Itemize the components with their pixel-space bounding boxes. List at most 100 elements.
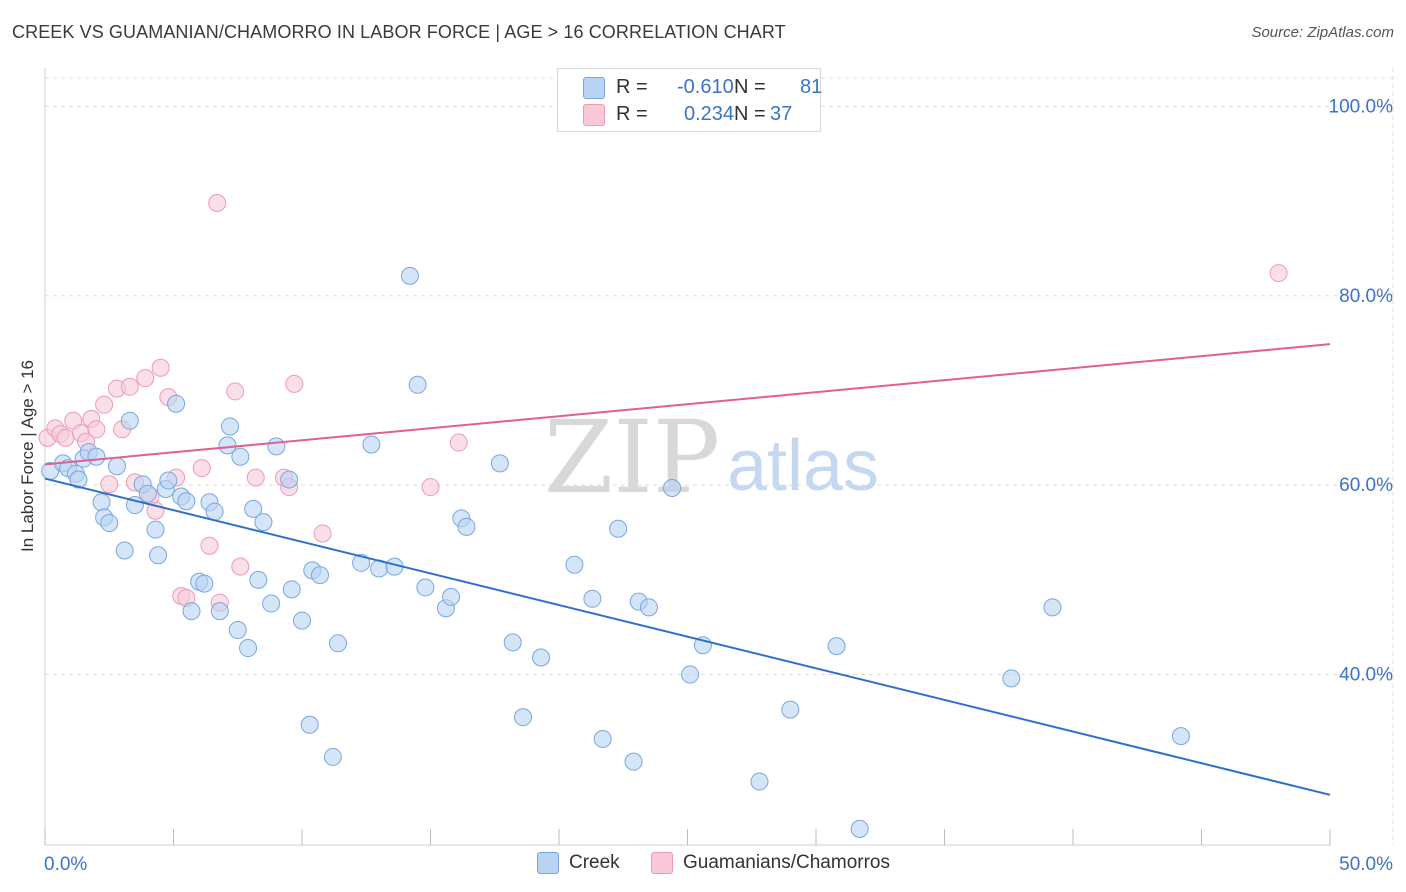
creek-point bbox=[1043, 598, 1062, 617]
creek-point bbox=[624, 752, 643, 771]
y-tick-label: 80.0% bbox=[1339, 286, 1393, 307]
creek-point bbox=[167, 394, 186, 413]
creek-point bbox=[267, 437, 286, 456]
creek-point bbox=[249, 570, 268, 589]
creek-point bbox=[750, 772, 769, 791]
creek-point bbox=[850, 819, 869, 838]
y-axis-label: In Labor Force | Age > 16 bbox=[18, 360, 37, 552]
creek-legend-swatch bbox=[537, 852, 559, 874]
guam-point bbox=[313, 524, 332, 543]
guam-point bbox=[200, 536, 219, 555]
guam-point bbox=[231, 557, 250, 576]
creek-point bbox=[442, 587, 461, 606]
guam-r-label: R = bbox=[616, 102, 648, 125]
y-tick-label: 60.0% bbox=[1339, 475, 1393, 496]
creek-point bbox=[323, 747, 342, 766]
y-tick-label: 40.0% bbox=[1339, 665, 1393, 686]
guam-point bbox=[1269, 264, 1288, 283]
creek-point bbox=[827, 637, 846, 656]
chart-title: CREEK VS GUAMANIAN/CHAMORRO IN LABOR FOR… bbox=[12, 22, 786, 42]
x-tick-label: 50.0% bbox=[1339, 854, 1393, 875]
creek-point bbox=[239, 639, 258, 658]
creek-n-label: N = bbox=[734, 75, 766, 98]
creek-point bbox=[159, 471, 178, 490]
creek-point bbox=[107, 457, 126, 476]
creek-point bbox=[205, 502, 224, 521]
creek-point bbox=[609, 519, 628, 538]
axes bbox=[44, 68, 1331, 846]
guam-n-label: N = bbox=[734, 102, 766, 125]
creek-swatch bbox=[583, 77, 605, 99]
watermark-zip: ZIP bbox=[544, 399, 720, 516]
creek-point bbox=[663, 479, 682, 498]
creek-point bbox=[182, 602, 201, 621]
creek-point bbox=[416, 578, 435, 597]
tick-labels: 40.0% 60.0% 80.0% 100.0% 0.0% 50.0% bbox=[44, 96, 1393, 875]
creek-point bbox=[254, 513, 273, 532]
creek-point bbox=[408, 375, 427, 394]
watermark-atlas: atlas bbox=[727, 426, 879, 506]
guam-swatch bbox=[583, 104, 605, 126]
guam-point bbox=[421, 478, 440, 497]
creek-point bbox=[490, 454, 509, 473]
guam-point bbox=[151, 358, 170, 377]
source-label: Source: ZipAtlas.com bbox=[1251, 24, 1394, 41]
guam-point bbox=[95, 395, 114, 414]
guam-point bbox=[208, 193, 227, 212]
creek-point bbox=[280, 470, 299, 489]
guam-point bbox=[449, 433, 468, 452]
creek-point bbox=[300, 715, 319, 734]
creek-point bbox=[1002, 669, 1021, 688]
creek-point bbox=[593, 729, 612, 748]
creek-point bbox=[262, 594, 281, 613]
creek-point bbox=[362, 435, 381, 454]
creek-point bbox=[282, 580, 301, 599]
creek-point bbox=[146, 520, 165, 539]
creek-r-label: R = bbox=[616, 75, 648, 98]
creek-point bbox=[115, 541, 134, 560]
creek-point bbox=[639, 598, 658, 617]
guam-point bbox=[56, 428, 75, 447]
creek-point bbox=[210, 602, 229, 621]
creek-point bbox=[69, 470, 88, 489]
creek-point bbox=[681, 665, 700, 684]
guam-point bbox=[87, 420, 106, 439]
creek-points bbox=[41, 266, 1190, 838]
guam-point bbox=[192, 459, 211, 478]
creek-point bbox=[565, 555, 584, 574]
guam-point bbox=[100, 475, 119, 494]
guam-point bbox=[136, 369, 155, 388]
creek-point bbox=[1171, 727, 1190, 746]
creek-point bbox=[228, 621, 247, 640]
creek-point bbox=[328, 634, 347, 653]
creek-point bbox=[149, 546, 168, 565]
creek-point bbox=[293, 611, 311, 630]
creek-legend-label: Creek bbox=[569, 852, 620, 873]
creek-point bbox=[138, 484, 157, 503]
creek-n-value: 81 bbox=[800, 75, 823, 98]
creek-point bbox=[457, 517, 476, 536]
creek-trend-line bbox=[44, 477, 1331, 796]
creek-point bbox=[87, 447, 106, 466]
guam-point bbox=[226, 382, 245, 401]
creek-point bbox=[92, 493, 111, 512]
guam-legend-label: Guamanians/Chamorros bbox=[683, 852, 890, 873]
creek-point bbox=[218, 436, 237, 455]
guam-legend-swatch bbox=[651, 852, 673, 874]
creek-point bbox=[532, 648, 551, 667]
grid-lines bbox=[45, 68, 1394, 845]
trend-lines bbox=[44, 343, 1331, 796]
guam-trend-line bbox=[44, 343, 1331, 466]
creek-point bbox=[583, 589, 602, 608]
y-tick-label: 100.0% bbox=[1329, 96, 1394, 117]
guam-point bbox=[285, 374, 304, 393]
guam-r-value: 0.234 bbox=[684, 102, 735, 125]
guam-point bbox=[120, 377, 139, 396]
creek-point bbox=[100, 514, 119, 533]
guam-point bbox=[246, 468, 265, 487]
creek-point bbox=[195, 574, 214, 593]
creek-point bbox=[503, 633, 522, 652]
creek-point bbox=[352, 553, 371, 572]
creek-point bbox=[310, 566, 329, 585]
